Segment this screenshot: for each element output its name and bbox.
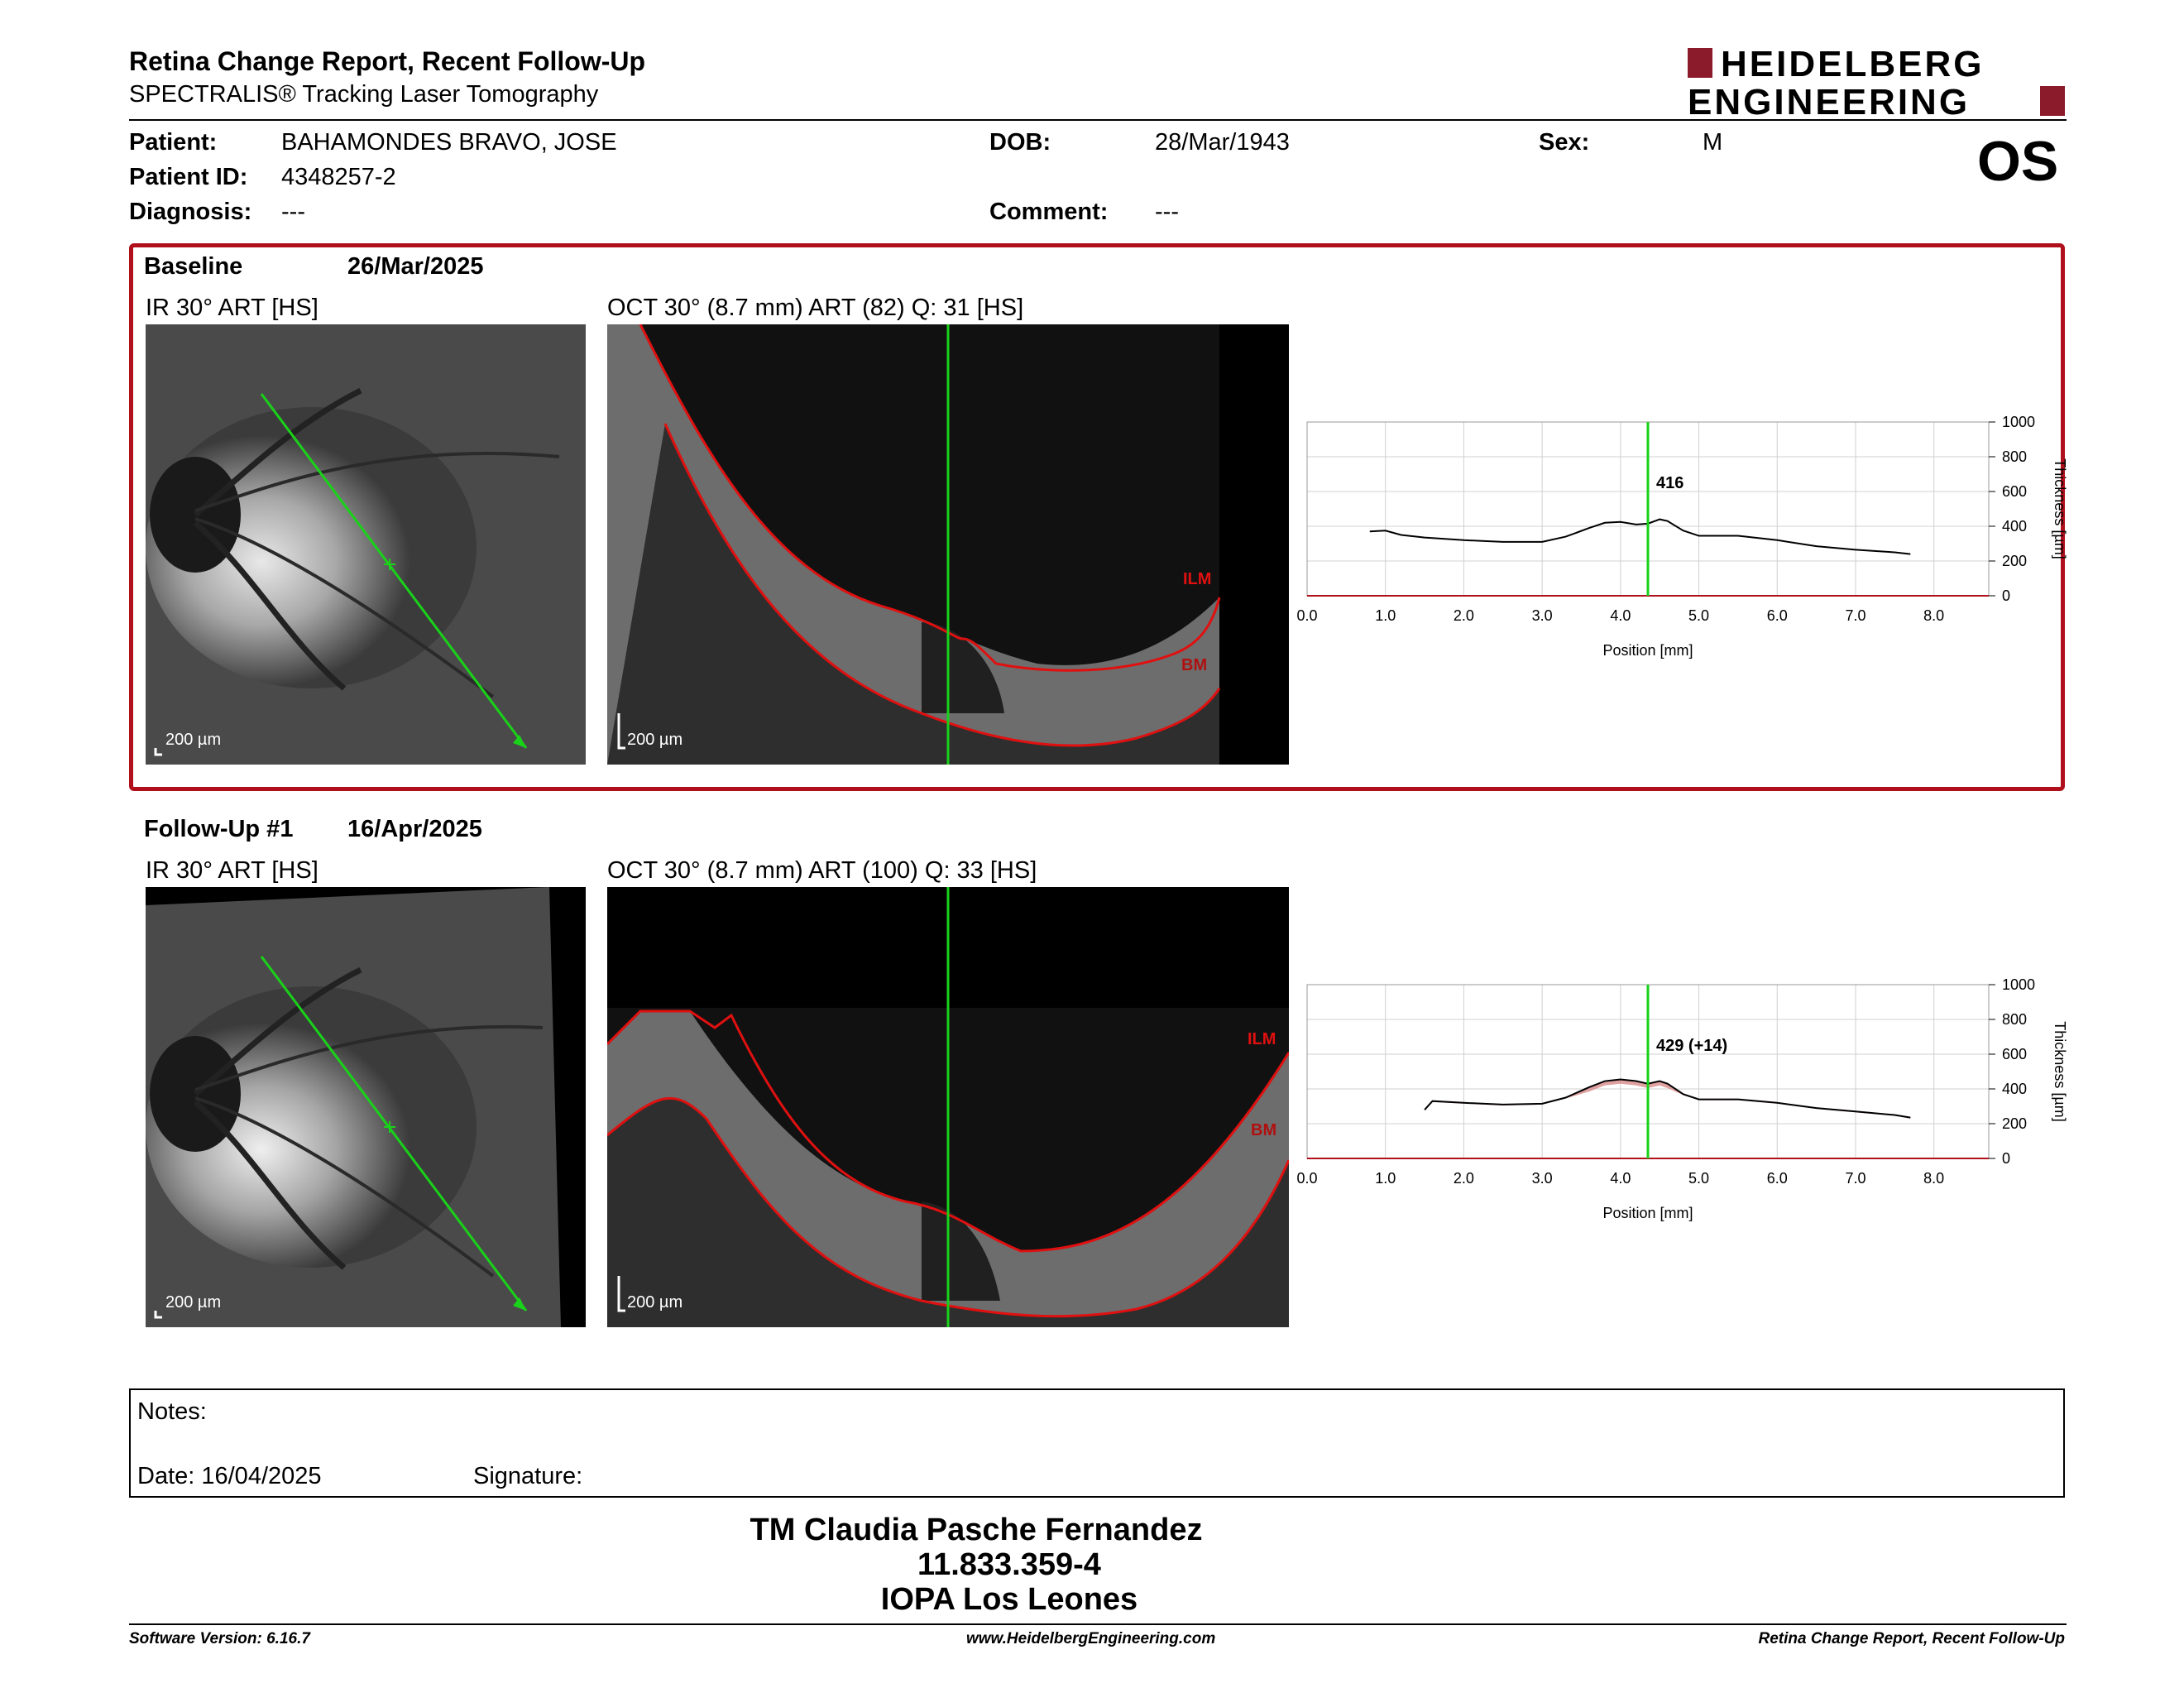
x-tick-label: 5.0 (1688, 1170, 1709, 1187)
baseline-ir-scale: 200 µm (165, 731, 221, 749)
signer-id: 11.833.359-4 (917, 1547, 1101, 1582)
thickness-series-line (1369, 518, 1911, 555)
y-axis-label: Thickness [µm] (2052, 1021, 2068, 1121)
notes-signature-label: Signature: (473, 1463, 583, 1489)
notes-label: Notes: (137, 1398, 207, 1425)
baseline-date: 26/Mar/2025 (347, 253, 484, 280)
x-tick-label: 3.0 (1532, 607, 1553, 624)
followup-oct-caption: OCT 30° (8.7 mm) ART (100) Q: 33 [HS] (607, 857, 1037, 884)
baseline-oct-image[interactable]: ILM BM 200 µm (607, 324, 1289, 765)
header-rule (129, 119, 2067, 121)
followup-thickness-chart: 0.0 1.0 2.0 3.0 4.0 5.0 6.0 7.0 8.0 0 200 400 600 800… (1296, 976, 2068, 1221)
notes-box: Notes: Date: 16/04/2025 Signature: (129, 1388, 2065, 1498)
comment-label: Comment: (989, 199, 1109, 225)
y-tick-label: 800 (2002, 1011, 2027, 1028)
change-area (1425, 1079, 1911, 1119)
footer-software: Software Version: 6.16.7 (129, 1630, 310, 1647)
y-tick-label: 400 (2002, 518, 2027, 535)
x-tick-label: 5.0 (1688, 607, 1709, 624)
logo-line2: ENGINEERING (1688, 82, 1970, 117)
baseline-thickness-chart: 0.0 1.0 2.0 3.0 4.0 5.0 6.0 7.0 8.0 0 200 400 600 800… (1296, 414, 2068, 659)
followup-ir-scale: 200 µm (165, 1293, 221, 1312)
dob-label: DOB: (989, 129, 1051, 156)
footer-website[interactable]: www.HeidelbergEngineering.com (966, 1630, 1216, 1647)
baseline-ir-caption: IR 30° ART [HS] (146, 295, 318, 321)
footer-rule (129, 1623, 2067, 1625)
report-subtitle: SPECTRALIS® Tracking Laser Tomography (129, 81, 599, 108)
heidelberg-logo: HEIDELBERG ENGINEERING (1688, 46, 2065, 117)
baseline-oct-scale: 200 µm (627, 731, 682, 749)
followup-oct-scale: 200 µm (627, 1293, 682, 1312)
sex-label: Sex: (1539, 129, 1590, 156)
x-tick-label: 1.0 (1375, 607, 1396, 624)
logo-line1: HEIDELBERG (1721, 46, 1984, 84)
x-tick-label: 8.0 (1923, 1170, 1944, 1187)
followup-oct-image[interactable]: ILM BM 200 µm (607, 887, 1289, 1327)
y-tick-label: 1000 (2002, 976, 2035, 993)
x-tick-label: 0.0 (1296, 1170, 1317, 1187)
signer-org: IOPA Los Leones (880, 1582, 1138, 1617)
dob-value: 28/Mar/1943 (1155, 129, 1290, 156)
sex-value: M (1703, 129, 1723, 156)
baseline-oct-caption: OCT 30° (8.7 mm) ART (82) Q: 31 [HS] (607, 295, 1024, 321)
x-tick-label: 4.0 (1610, 607, 1631, 624)
x-tick-label: 4.0 (1610, 1170, 1631, 1187)
footer-report-name: Retina Change Report, Recent Follow-Up (1758, 1630, 2065, 1647)
baseline-bm-label: BM (1181, 656, 1207, 674)
marker-value-label: 416 (1656, 474, 1684, 492)
y-tick-label: 800 (2002, 448, 2027, 465)
y-tick-label: 200 (2002, 1115, 2027, 1132)
x-tick-label: 7.0 (1845, 1170, 1866, 1187)
followup-ilm-label: ILM (1248, 1030, 1276, 1048)
x-tick-label: 7.0 (1845, 607, 1866, 624)
notes-date: Date: 16/04/2025 (137, 1463, 322, 1489)
followup-bm-label: BM (1251, 1121, 1276, 1139)
comment-value: --- (1155, 199, 1179, 225)
followup-label: Follow-Up #1 (144, 816, 294, 842)
y-tick-label: 600 (2002, 483, 2027, 500)
x-axis-label: Position [mm] (1602, 642, 1693, 659)
y-tick-label: 0 (2002, 1150, 2010, 1167)
y-tick-label: 200 (2002, 553, 2027, 569)
x-tick-label: 1.0 (1375, 1170, 1396, 1187)
report-title: Retina Change Report, Recent Follow-Up (129, 46, 646, 76)
patient-label: Patient: (129, 129, 218, 156)
followup-ir-caption: IR 30° ART [HS] (146, 857, 318, 884)
eye-laterality: OS (1977, 130, 2059, 193)
followup-ir-image[interactable]: 200 µm (146, 887, 586, 1327)
y-tick-label: 1000 (2002, 414, 2035, 430)
followup-date: 16/Apr/2025 (347, 816, 482, 842)
marker-value-label: 429 (+14) (1656, 1037, 1727, 1055)
x-tick-label: 6.0 (1767, 1170, 1788, 1187)
baseline-ir-image[interactable]: 200 µm (146, 324, 586, 765)
x-tick-label: 8.0 (1923, 607, 1944, 624)
signer-name: TM Claudia Pasche Fernandez (750, 1513, 1203, 1547)
diagnosis-value: --- (281, 199, 305, 225)
baseline-ilm-label: ILM (1183, 570, 1211, 588)
patient-name: BAHAMONDES BRAVO, JOSE (281, 129, 617, 156)
x-tick-label: 2.0 (1454, 1170, 1474, 1187)
y-axis-label: Thickness [µm] (2052, 458, 2068, 559)
diagnosis-label: Diagnosis: (129, 199, 252, 225)
x-tick-label: 6.0 (1767, 607, 1788, 624)
x-tick-label: 0.0 (1296, 607, 1317, 624)
x-tick-label: 3.0 (1532, 1170, 1553, 1187)
baseline-label: Baseline (144, 253, 243, 280)
y-tick-label: 400 (2002, 1081, 2027, 1097)
y-tick-label: 0 (2002, 587, 2010, 604)
x-tick-label: 2.0 (1454, 607, 1474, 624)
baseline-frame (129, 243, 2065, 791)
x-axis-label: Position [mm] (1602, 1205, 1693, 1221)
patient-id-label: Patient ID: (129, 164, 248, 190)
patient-id: 4348257-2 (281, 164, 396, 190)
y-tick-label: 600 (2002, 1046, 2027, 1062)
